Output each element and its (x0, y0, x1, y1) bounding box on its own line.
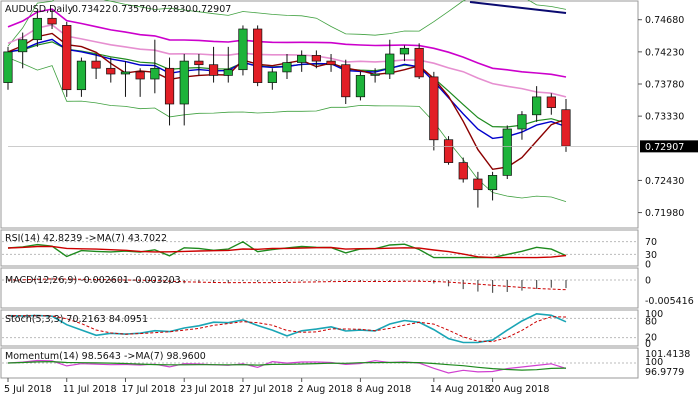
candle-body (399, 47, 410, 55)
chart-header-symbol: AUDUSD,Daily (5, 4, 74, 15)
momentum-tick-label: 101.4138 (645, 349, 690, 360)
candle-body (487, 175, 498, 191)
bollinger-upper (7, 0, 567, 47)
macd-signal-line (7, 278, 567, 291)
candle-body (194, 60, 204, 66)
candle-body (208, 64, 219, 76)
candle-body (164, 67, 175, 105)
time-tick-label: 17 Jul 2018 (121, 384, 175, 395)
candle-body (561, 109, 571, 147)
candle-body (223, 69, 233, 76)
time-tick-label: 20 Aug 2018 (489, 384, 550, 395)
stoch-tick-label: 80 (645, 316, 657, 327)
chart-header-close: 0.72907 (192, 4, 231, 15)
candle-body (473, 178, 483, 191)
price-tick-label: 0.71980 (645, 208, 684, 219)
candle-body (76, 60, 87, 91)
rsi-tick-label: 70 (645, 237, 657, 248)
time-tick-label: 5 Jul 2018 (4, 384, 52, 395)
candle-body (267, 71, 277, 83)
candle-body (18, 39, 28, 53)
candle-body (238, 28, 248, 71)
momentum-panel-frame (0, 347, 639, 379)
candle-body (443, 139, 454, 163)
candle-body (385, 53, 395, 75)
candle-body (62, 25, 72, 91)
rsi-ma-line (7, 245, 567, 259)
sma-navy-line (469, 1, 567, 14)
time-tick-label: 2 Aug 2018 (298, 384, 353, 395)
candle-body (150, 67, 160, 80)
current-price-label: 0.72907 (645, 142, 684, 153)
candle-body (135, 71, 145, 80)
macd-panel-frame (0, 267, 639, 309)
current-price-box (640, 140, 698, 153)
chart-header-high: 0.73570 (112, 4, 151, 15)
candle-body (47, 17, 57, 25)
momentum-label: Momentum(14) 98.5643 ->MA(7) 98.9600 (5, 351, 206, 362)
price-overlays (7, 0, 567, 202)
time-tick-label: 8 Aug 2018 (356, 384, 411, 395)
price-tick-label: 0.73780 (645, 80, 684, 91)
candle-body (179, 60, 189, 105)
time-tick-label: 27 Jul 2018 (239, 384, 293, 395)
candle-body (429, 76, 439, 141)
indicator-panels: 703000-0.00541610080200101.413810096.977… (2, 237, 694, 378)
candle-body (297, 55, 307, 63)
price-tick-label: 0.74680 (645, 15, 684, 26)
rsi-tick-label: 30 (645, 250, 657, 261)
candle-body (355, 75, 366, 98)
candle-body (311, 55, 321, 62)
price-panel-frame (0, 0, 639, 229)
momentum-line (7, 359, 567, 374)
candle-body (91, 60, 101, 69)
candle-body (414, 47, 424, 78)
rsi-panel-frame (0, 229, 639, 267)
candle-body (120, 71, 131, 75)
time-tick-label: 11 Jul 2018 (63, 384, 117, 395)
candle-body (282, 62, 292, 73)
sma-magenta-line (7, 8, 567, 78)
candle-body (546, 96, 556, 108)
candle-body (532, 96, 542, 116)
stoch-tick-label: 100 (645, 309, 663, 320)
candles (3, 9, 571, 208)
bollinger-lower (7, 57, 567, 202)
stoch-tick-label: 20 (645, 333, 657, 344)
rsi-tick-label: 0 (645, 260, 651, 271)
chart-header-open: 0.73422 (72, 4, 111, 15)
time-axis: 5 Jul 2018 11 Jul 2018 17 Jul 2018 23 Jul 2… (4, 378, 549, 395)
chart-header-low: 0.72830 (152, 4, 191, 15)
candle-body (341, 64, 351, 98)
momentum-tick-label: 96.9779 (645, 367, 684, 378)
stoch-panel-frame (0, 309, 639, 347)
momentum-ma-line (7, 360, 567, 371)
price-tick-label: 0.74230 (645, 47, 684, 58)
stoch-label: Stoch(5,3,3) 70.2163 84.0951 (5, 314, 148, 325)
time-tick-label: 23 Jul 2018 (180, 384, 234, 395)
candle-body (3, 51, 13, 83)
price-axis: 0.74680 0.74230 0.73780 0.73330 0.72430 0.719… (8, 15, 698, 219)
candle-body (106, 67, 116, 75)
price-tick-label: 0.73330 (645, 112, 684, 123)
macd-tick-label: -0.005416 (645, 296, 694, 307)
macd-tick-label: 0 (645, 276, 651, 287)
candle-body (253, 28, 263, 83)
momentum-tick-label: 100 (645, 357, 663, 368)
candle-body (517, 114, 527, 130)
candle-body (502, 128, 512, 176)
time-tick-label: 14 Aug 2018 (430, 384, 491, 395)
price-tick-label: 0.72430 (645, 176, 684, 187)
candle-body (32, 17, 42, 41)
candle-body (370, 73, 380, 76)
macd-label: MACD(12,26,9) -0.002601 -0.003203 (5, 275, 181, 286)
rsi-label: RSI(14) 42.8239 ->MA(7) 43.7022 (5, 233, 167, 244)
stoch-k-line (7, 312, 567, 344)
candle-body (458, 162, 468, 180)
stoch-tick-label: 0 (645, 339, 651, 350)
candle-body (326, 60, 336, 66)
stoch-d-line (7, 315, 567, 343)
